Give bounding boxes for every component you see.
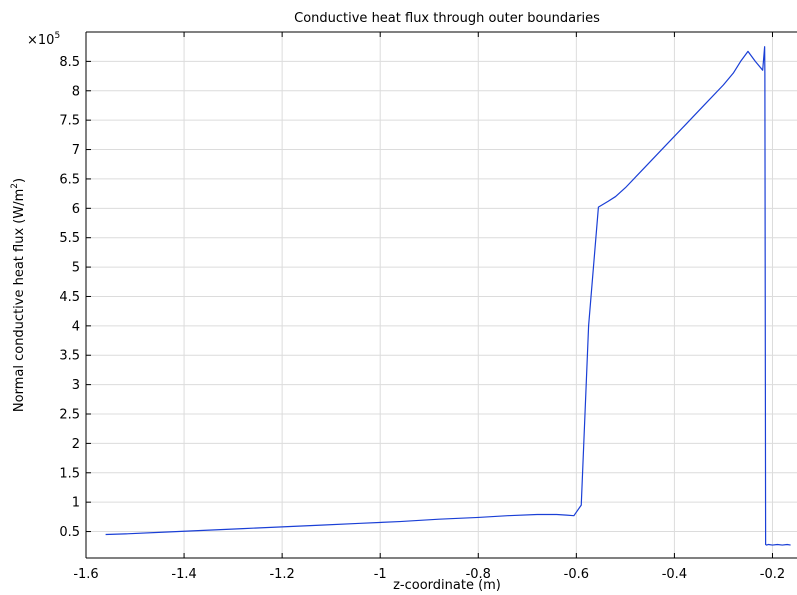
y-tick-label: 3.5 xyxy=(59,349,80,364)
series-line xyxy=(105,46,791,546)
y-tick-label: 7 xyxy=(72,143,80,158)
grid xyxy=(85,32,797,558)
chart-title: Conductive heat flux through outer bound… xyxy=(294,11,600,26)
y-tick-label: 7.5 xyxy=(59,114,80,129)
x-tick-label: -1 xyxy=(374,567,387,582)
x-tick-label: -1.6 xyxy=(73,567,98,582)
series-group xyxy=(105,46,791,546)
y-tick-label: 2 xyxy=(72,437,80,452)
y-tick-label: 8.5 xyxy=(59,55,80,70)
y-tick-label: 2.5 xyxy=(59,408,80,423)
y-tick-label: 1 xyxy=(72,496,80,511)
x-axis-title: z-coordinate (m) xyxy=(393,578,501,593)
y-tick-label: 3 xyxy=(72,378,80,393)
y-tick-label: 4 xyxy=(72,319,80,334)
y-axis-title-main: Normal conductive heat flux (W/m xyxy=(12,189,27,412)
x-tick-label: -1.4 xyxy=(171,567,196,582)
y-tick-label: 6 xyxy=(72,202,80,217)
y-axis-multiplier-base: ×10 xyxy=(27,33,54,48)
axes xyxy=(85,31,797,559)
x-tick-label: -0.6 xyxy=(564,567,589,582)
x-tick-label: -1.2 xyxy=(269,567,294,582)
y-tick-label: 5 xyxy=(72,261,80,276)
y-tick-label: 4.5 xyxy=(59,290,80,305)
y-tick-label: 1.5 xyxy=(59,466,80,481)
y-axis-title-sup: 2 xyxy=(10,183,20,189)
y-axis-title-end: ) xyxy=(12,178,27,183)
y-axis-multiplier: ×105 xyxy=(27,31,60,48)
y-tick-label: 0.5 xyxy=(59,525,80,540)
x-tick-label: -0.8 xyxy=(466,567,491,582)
y-axis-multiplier-exponent: 5 xyxy=(54,31,60,41)
x-tick-label: -0.2 xyxy=(760,567,785,582)
x-tick-label: -0.4 xyxy=(662,567,687,582)
x-axis-ticks: -1.6 -1.4 -1.2 -1 -0.8 -0.6 -0.4 -0.2 xyxy=(73,32,785,582)
y-tick-label: 6.5 xyxy=(59,172,80,187)
y-tick-label: 5.5 xyxy=(59,231,80,246)
y-tick-label: 8 xyxy=(72,84,80,99)
y-axis-title: Normal conductive heat flux (W/m2) xyxy=(10,178,27,412)
y-axis-ticks: 0.5 1 1.5 2 2.5 3 3.5 4 4.5 5 5.5 6 6.5 7 7.5 8 8.5 xyxy=(59,55,91,540)
